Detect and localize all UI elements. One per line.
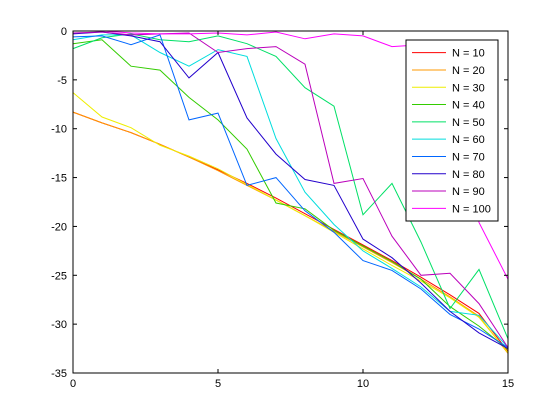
series-line-7: [72, 34, 509, 349]
axes-box: [72, 30, 509, 374]
y-tick-label: -30: [51, 319, 67, 331]
legend-label-9: N = 90: [452, 186, 485, 198]
legend-label-4: N = 40: [452, 100, 485, 112]
x-tick-label: 0: [70, 378, 76, 390]
y-tick-label: -20: [51, 221, 67, 233]
legend-label-2: N = 20: [452, 65, 485, 77]
y-tick-label: -10: [51, 124, 67, 136]
series-line-9: [72, 31, 509, 348]
legend-label-8: N = 80: [452, 169, 485, 181]
series-line-5: [72, 33, 509, 339]
legend-label-1: N = 10: [452, 48, 485, 60]
series-line-3: [72, 92, 509, 353]
y-tick-label: -25: [51, 270, 67, 282]
legend-label-6: N = 60: [452, 134, 485, 146]
y-tick-label: -15: [51, 173, 67, 185]
legend-label-3: N = 30: [452, 82, 485, 94]
legend-label-7: N = 70: [452, 151, 485, 163]
legend-label-5: N = 50: [452, 117, 485, 129]
x-tick-label: 15: [502, 378, 514, 390]
series-line-4: [72, 39, 509, 350]
legend: N = 10 N = 20 N = 30 N = 40 N = 50 N = 60 N = …: [405, 39, 499, 222]
legend-label-10: N = 100: [452, 203, 491, 215]
axes-layer: 0 5 10 15 0 -5 -10 -15 -20 -25 -30 -35: [51, 26, 514, 390]
x-tick-label: 5: [215, 378, 221, 390]
y-tick-label: -35: [51, 368, 67, 380]
series-line-6: [72, 34, 509, 348]
y-tick-label: 0: [61, 26, 67, 38]
x-tick-label: 10: [357, 378, 369, 390]
series-line-8: [72, 31, 509, 350]
y-tick-label: -5: [57, 75, 67, 87]
